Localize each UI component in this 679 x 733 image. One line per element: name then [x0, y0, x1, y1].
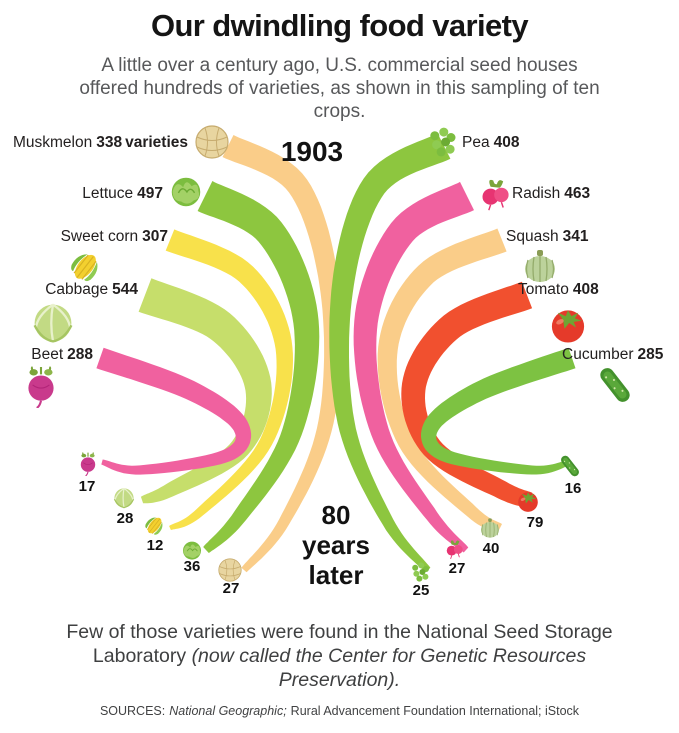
label-tomato: Tomato 408	[518, 281, 599, 299]
label-sweet-corn: Sweet corn 307	[8, 228, 168, 246]
sources-label: SOURCES:	[99, 704, 166, 718]
later-count-muskmelon: 27	[222, 580, 240, 597]
crop-1903-count: 285	[637, 346, 664, 363]
ribbon-squash	[377, 228, 507, 532]
cucumber-small-icon	[556, 452, 584, 480]
beet-icon	[20, 366, 62, 408]
footer-note-text: Few of those varieties were found in the…	[66, 621, 613, 668]
label-pea: Pea 408	[462, 134, 519, 152]
crop-name: Radish	[512, 185, 561, 202]
sources-italic: National Geographic;	[169, 704, 287, 718]
crop-1903-count: 341	[562, 228, 589, 245]
later-count-beet: 17	[78, 478, 96, 495]
crop-name: Cucumber	[562, 346, 634, 363]
later-count-cucumber: 16	[564, 480, 582, 497]
crop-1903-count: 338	[96, 134, 123, 151]
label-beet: Beet 288	[8, 346, 93, 364]
crop-name: Lettuce	[82, 185, 134, 202]
label-squash: Squash 341	[506, 228, 588, 246]
crop-name: Cabbage	[45, 281, 109, 298]
footer-note-italic: (now called the Center for Genetic Resou…	[191, 645, 587, 692]
crop-name: Sweet corn	[60, 228, 139, 245]
ribbon-pea	[329, 133, 451, 573]
crop-1903-count: 408	[493, 134, 520, 151]
sources-rest: Rural Advancement Foundation Internation…	[290, 704, 580, 718]
crop-1903-count: 288	[67, 346, 93, 363]
crop-1903-count: 463	[564, 185, 591, 202]
ribbon-cucumber	[421, 347, 576, 475]
cucumber-icon	[592, 362, 638, 408]
later-line-3: later	[308, 560, 364, 590]
pea-small-icon	[408, 560, 432, 584]
crop-name: Pea	[462, 134, 490, 151]
label-muskmelon: Muskmelon 338 varieties	[8, 134, 188, 152]
tomato-icon	[545, 300, 591, 346]
label-cucumber: Cucumber 285	[562, 346, 663, 364]
year-1903-label: 1903	[280, 136, 344, 167]
label-cabbage: Cabbage 544	[8, 281, 138, 299]
label-lettuce: Lettuce 497	[8, 185, 163, 203]
crop-name: Tomato	[518, 281, 569, 298]
radish-small-icon	[444, 538, 466, 560]
radish-icon	[478, 176, 514, 212]
cabbage-small-icon	[112, 486, 136, 510]
later-count-radish: 27	[448, 560, 466, 577]
crop-1903-count: 497	[137, 185, 163, 202]
later-count-squash: 40	[482, 540, 500, 557]
ribbon-sweet_corn	[165, 229, 293, 530]
later-line-1: 80	[321, 500, 351, 530]
ribbon-lettuce	[197, 181, 320, 553]
muskmelon-icon	[192, 122, 232, 162]
later-count-sweet-corn: 12	[146, 537, 164, 554]
ribbon-beet	[96, 347, 252, 475]
crop-name: Squash	[506, 228, 559, 245]
lettuce-icon	[167, 172, 205, 210]
later-line-2: years	[302, 530, 370, 560]
later-count-tomato: 79	[526, 514, 544, 531]
cabbage-icon	[30, 300, 76, 346]
label-radish: Radish 463	[512, 185, 590, 203]
squash-icon	[520, 246, 560, 286]
later-count-pea: 25	[412, 582, 430, 599]
corn-small-icon	[142, 512, 168, 538]
ribbon-radish	[353, 181, 474, 553]
later-count-cabbage: 28	[116, 510, 134, 527]
pea-icon	[424, 124, 460, 160]
ribbon-muskmelon	[222, 135, 342, 573]
crop-name: Beet	[31, 346, 64, 363]
crop-1903-count: 307	[142, 228, 168, 245]
later-count-lettuce: 36	[183, 558, 201, 575]
later-label: 80 years later	[276, 500, 396, 590]
crop-count-suffix: varieties	[125, 134, 188, 151]
chart-subtitle: A little over a century ago, U.S. commer…	[79, 55, 600, 123]
crop-1903-count: 408	[572, 281, 599, 298]
beet-small-icon	[76, 452, 100, 476]
crop-name: Muskmelon	[12, 134, 93, 151]
footer-note: Few of those varieties were found in the…	[52, 620, 627, 693]
corn-icon	[66, 246, 106, 286]
crop-1903-count: 544	[112, 281, 138, 298]
sources-line: SOURCES: National Geographic; Rural Advanc…	[0, 704, 679, 718]
page-title: Our dwindling food variety	[150, 8, 529, 43]
squash-small-icon	[478, 516, 502, 540]
tomato-small-icon	[514, 486, 542, 514]
